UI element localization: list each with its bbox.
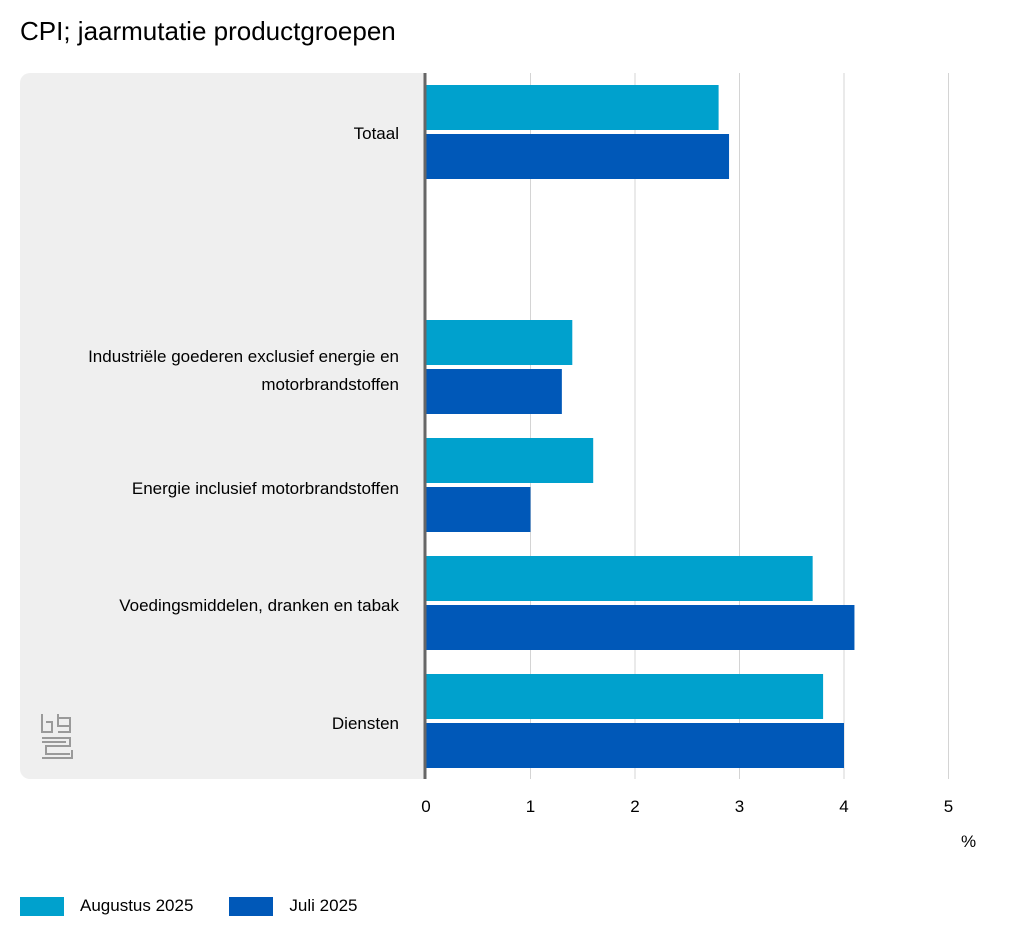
legend-item-augustus-2025: Augustus 2025 [20, 894, 193, 918]
chart-legend: Augustus 2025 Juli 2025 [20, 894, 393, 918]
x-tick-label-3: 3 [735, 797, 744, 816]
x-tick-label-4: 4 [839, 797, 848, 816]
legend-swatch-juli-2025 [229, 896, 274, 916]
cbs-logo-icon [38, 710, 74, 760]
legend-item-juli-2025: Juli 2025 [229, 894, 357, 918]
x-tick-label-2: 2 [630, 797, 639, 816]
bar-augustus-2025-5 [426, 674, 824, 719]
bar-juli-2025-4 [426, 605, 855, 650]
x-tick-label-5: 5 [944, 797, 953, 816]
bar-augustus-2025-2 [426, 320, 573, 365]
category-label-panel [20, 73, 425, 779]
bar-juli-2025-3 [426, 487, 531, 532]
bar-juli-2025-2 [426, 369, 562, 414]
legend-swatch-augustus-2025 [20, 896, 64, 916]
category-label-totaal: Totaal [353, 124, 399, 143]
category-label-energie: Energie inclusief motorbrandstoffen [131, 479, 399, 498]
category-label-industriele-goederen: Industriële goederen exclusief energie e… [88, 347, 399, 394]
category-label-diensten: Diensten [331, 714, 399, 733]
x-tick-label-0: 0 [421, 797, 430, 816]
legend-label-juli-2025: Juli 2025 [289, 896, 358, 915]
bar-augustus-2025-4 [426, 556, 813, 601]
bar-augustus-2025-3 [426, 438, 594, 483]
x-axis-unit-label: % [961, 832, 977, 851]
x-tick-label-1: 1 [526, 797, 535, 816]
bar-juli-2025-0 [426, 134, 730, 179]
chart-title: CPI; jaarmutatie productgroepen [20, 16, 396, 46]
bar-augustus-2025-0 [426, 85, 719, 130]
bar-juli-2025-5 [426, 723, 844, 768]
legend-label-augustus-2025: Augustus 2025 [80, 896, 194, 915]
category-label-voedingsmiddelen: Voedingsmiddelen, dranken en tabak [119, 596, 399, 615]
